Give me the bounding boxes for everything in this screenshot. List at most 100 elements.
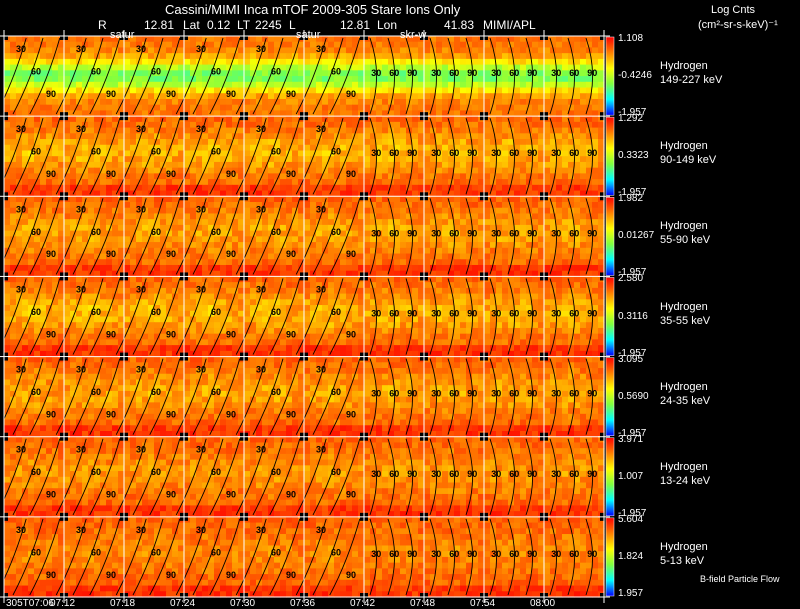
heatmap-cell [562,53,569,60]
heatmap-cell [46,276,53,283]
heatmap-cell [40,259,47,266]
heatmap-cell [580,110,587,117]
heatmap-cell [94,47,101,54]
heatmap-cell [568,110,575,117]
heatmap-cell [436,81,443,89]
heatmap-cell [544,47,551,54]
heatmap-cell [304,219,311,226]
heatmap-cell [226,322,233,329]
heatmap-cell [280,213,287,220]
heatmap-cell [208,41,215,49]
heatmap-cell [502,139,509,146]
heatmap-cell [172,219,179,226]
heatmap-cell [520,110,527,117]
heatmap-cell [34,310,41,318]
heatmap-cell [322,127,329,134]
heatmap-cell [82,104,89,112]
heatmap-cell [232,247,239,255]
heatmap-cell [154,36,161,43]
heatmap-cell [280,207,287,215]
heatmap-cell [502,173,509,180]
heatmap-cell [388,36,395,43]
heatmap-cell [556,41,563,49]
heatmap-cell [478,87,485,94]
heatmap-cell [190,236,197,243]
heatmap-cell [400,76,407,83]
heatmap-cell [40,87,47,94]
heatmap-cell [568,184,575,192]
heatmap-cell [484,184,491,192]
heatmap-cell [184,236,191,243]
heatmap-cell [268,316,275,323]
heatmap-cell [34,173,41,180]
heatmap-cell [4,282,11,289]
heatmap-cell [184,219,191,226]
heatmap-cell [496,167,503,174]
heatmap-cell [130,299,137,306]
heatmap-cell [4,242,11,249]
heatmap-cell [400,144,407,152]
heatmap-cell [406,81,413,89]
heatmap-cell [400,104,407,112]
heatmap-cell [274,327,281,335]
heatmap-cell [100,202,107,209]
heatmap-cell [526,58,533,66]
heatmap-cell [172,202,179,209]
heatmap-cell [58,167,65,174]
heatmap-cell [82,70,89,77]
heatmap-cell [166,350,173,358]
heatmap-cell [544,202,551,209]
heatmap-cell [88,305,95,312]
heatmap-cell [232,156,239,163]
heatmap-cell [4,161,11,169]
heatmap-cell [358,293,365,300]
heatmap-cell [340,299,347,306]
heatmap-cell [382,179,389,186]
heatmap-cell [244,127,251,134]
heatmap-cell [28,133,35,140]
heatmap-cell [334,276,341,283]
heatmap-cell [550,270,557,278]
heatmap-cell [508,213,515,220]
heatmap-cell [94,156,101,163]
heatmap-cell [598,139,605,146]
heatmap-cell [550,247,557,255]
heatmap-cell [22,121,29,129]
heatmap-cell [58,156,65,163]
heatmap-cell [88,339,95,346]
heatmap-cell [454,64,461,71]
heatmap-cell [202,345,209,352]
heatmap-cell [400,173,407,180]
heatmap-cell [592,144,599,152]
heatmap-cell [106,287,113,295]
heatmap-cell [172,144,179,152]
heatmap-cell [520,81,527,89]
heatmap-cell [40,110,47,117]
heatmap-cell [298,47,305,54]
heatmap-cell [28,110,35,117]
heatmap-cell [136,242,143,249]
heatmap-cell [256,305,263,312]
heatmap-cell [442,161,449,169]
heatmap-cell [514,150,521,157]
heatmap-cell [190,53,197,60]
heatmap-cell [274,121,281,129]
heatmap-cell [82,264,89,272]
heatmap-cell [88,196,95,203]
heatmap-cell [274,104,281,112]
heatmap-cell [52,150,59,157]
heatmap-cell [178,282,185,289]
heatmap-cell [460,110,467,117]
heatmap-cell [52,322,59,329]
heatmap-cell [262,207,269,215]
heatmap-cell [106,276,113,283]
heatmap-cell [274,87,281,94]
heatmap-cell [76,270,83,278]
heatmap-cell [280,345,287,352]
heatmap-cell [148,53,155,60]
heatmap-cell [298,242,305,249]
heatmap-cell [544,259,551,266]
heatmap-cell [586,167,593,174]
heatmap-cell [328,236,335,243]
heatmap-cell [178,264,185,272]
